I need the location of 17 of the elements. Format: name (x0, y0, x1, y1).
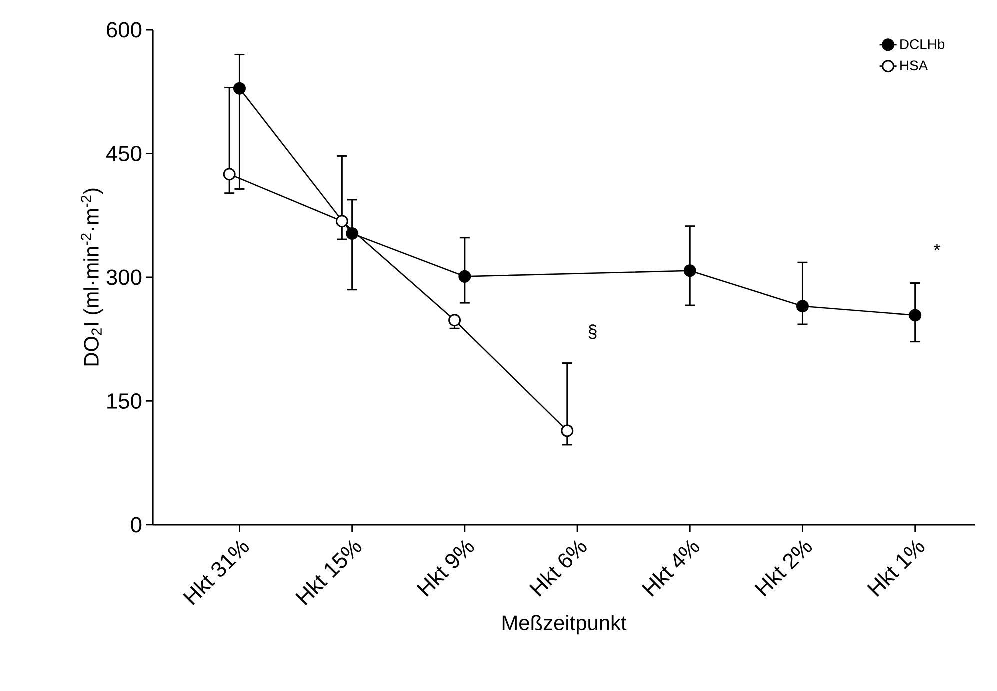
legend-label: DCLHb (900, 39, 945, 50)
x-tick-label: Hkt 4% (642, 540, 700, 597)
legend-label: HSA (900, 60, 928, 71)
x-tick-label: Hkt 31% (182, 540, 250, 606)
y-tick-label: 0 (131, 517, 142, 533)
x-tick-label: Hkt 9% (416, 540, 474, 597)
annotation: * (934, 244, 940, 250)
y-tick-label: 300 (106, 270, 142, 286)
annotation: § (588, 324, 597, 340)
y-tick-label: 150 (108, 393, 142, 409)
y-axis-title: DO$_{2}$I (ml·min$^{-2}$·m$^{-2}$) (81, 188, 104, 366)
y-tick-label: 450 (106, 146, 142, 162)
x-axis-title: Meßzeitpunkt (502, 615, 627, 635)
y-tick-label: 600 (107, 22, 142, 38)
x-tick-label: Hkt 2% (754, 540, 812, 597)
x-tick-label: Hkt 1% (867, 540, 925, 597)
x-tick-label: Hkt 6% (529, 540, 587, 597)
